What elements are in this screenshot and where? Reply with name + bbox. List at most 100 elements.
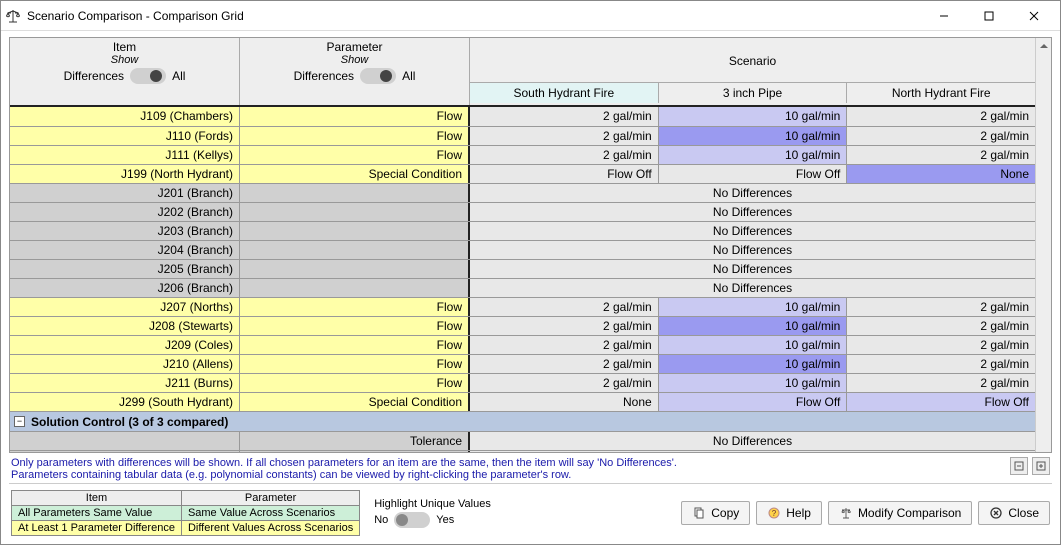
table-row[interactable]: J204 (Branch)No Differences [10, 240, 1035, 259]
scroll-up-icon[interactable] [1039, 38, 1049, 54]
item-cell: J110 (Fords) [10, 127, 240, 145]
table-row[interactable]: J199 (North Hydrant)Special ConditionFlo… [10, 164, 1035, 183]
item-cell: J203 (Branch) [10, 222, 240, 240]
scenario-cell: None [470, 393, 659, 411]
scenario-cell: 2 gal/min [847, 374, 1035, 392]
highlight-no-label: No [374, 514, 388, 526]
table-row[interactable]: J110 (Fords)Flow2 gal/min10 gal/min2 gal… [10, 126, 1035, 145]
scales-icon [839, 506, 853, 520]
table-row[interactable]: J208 (Stewarts)Flow2 gal/min10 gal/min2 … [10, 316, 1035, 335]
nodiff-cell: No Differences [470, 432, 1035, 450]
grid-header: Item Show Differences All Parameter [10, 38, 1035, 107]
highlight-yes-label: Yes [436, 514, 454, 526]
scenario-cell: Flow Off [659, 393, 848, 411]
scenario-cell: 2 gal/min [470, 298, 659, 316]
collapse-all-button[interactable] [1032, 457, 1050, 475]
scenario-cell: 2 gal/min [470, 336, 659, 354]
table-row[interactable]: J210 (Allens)Flow2 gal/min10 gal/min2 ga… [10, 354, 1035, 373]
collapse-icon[interactable]: − [14, 416, 25, 427]
scenario-cell: Flow Off [470, 165, 659, 183]
scenario-cell: 2 gal/min [470, 127, 659, 145]
expand-all-button[interactable] [1010, 457, 1028, 475]
table-row[interactable]: J209 (Coles)Flow2 gal/min10 gal/min2 gal… [10, 335, 1035, 354]
close-button[interactable]: Close [978, 501, 1050, 525]
section-header[interactable]: −Solution Control (3 of 3 compared) [10, 411, 1035, 431]
item-header: Item [10, 40, 239, 54]
scenario-cell: Flow Off [659, 165, 848, 183]
scenario-cell: 2 gal/min [470, 355, 659, 373]
param-all-label: All [402, 69, 415, 83]
param-cell: Flow [240, 374, 470, 392]
legend-same-item: All Parameters Same Value [12, 506, 182, 521]
scenario-cell: 10 gal/min [659, 298, 848, 316]
scenario-cell: 2 gal/min [470, 146, 659, 164]
legend-diff-item: At Least 1 Parameter Difference [12, 521, 182, 536]
table-row[interactable]: ToleranceNo Differences [10, 431, 1035, 450]
modify-comparison-button[interactable]: Modify Comparison [828, 501, 972, 525]
scenario-cell: 2 gal/min [847, 336, 1035, 354]
param-cell: Flow [240, 355, 470, 373]
param-cell: Flow [240, 317, 470, 335]
table-row[interactable]: J299 (South Hydrant)Special ConditionNon… [10, 392, 1035, 411]
scenario-cell: 2 gal/min [847, 317, 1035, 335]
item-cell: J208 (Stewarts) [10, 317, 240, 335]
param-cell: Flow [240, 298, 470, 316]
param-cell: Special Condition [240, 165, 470, 183]
help-button[interactable]: ? Help [756, 501, 822, 525]
param-cell: Flow [240, 146, 470, 164]
scenario-cell: 2 gal/min [847, 355, 1035, 373]
scenario-cell: 10 gal/min [659, 355, 848, 373]
scales-icon [5, 8, 21, 24]
param-cell [240, 260, 470, 278]
item-cell: J299 (South Hydrant) [10, 393, 240, 411]
table-row[interactable]: J202 (Branch)No Differences [10, 202, 1035, 221]
minimize-button[interactable] [921, 1, 966, 30]
maximize-button[interactable] [966, 1, 1011, 30]
scenario-cell: 2 gal/min [847, 298, 1035, 316]
nodiff-cell: No Differences [470, 222, 1035, 240]
highlight-toggle[interactable] [394, 512, 430, 528]
scenario-col-0[interactable]: South Hydrant Fire [470, 83, 659, 103]
legend-diff-param: Different Values Across Scenarios [181, 521, 359, 536]
param-cell [240, 203, 470, 221]
param-show-label: Show [240, 54, 469, 66]
table-row[interactable]: J211 (Burns)Flow2 gal/min10 gal/min2 gal… [10, 373, 1035, 392]
scenario-cell: 10 gal/min [659, 374, 848, 392]
item-all-label: All [172, 69, 185, 83]
table-row[interactable]: GeneralNo Differences [10, 450, 1035, 452]
param-cell: General [240, 451, 470, 452]
scenario-cell: 10 gal/min [659, 317, 848, 335]
item-cell [10, 432, 240, 450]
scenario-cell: 10 gal/min [659, 146, 848, 164]
scrollbar[interactable] [1035, 38, 1051, 452]
scenario-cell: 2 gal/min [470, 107, 659, 126]
scenario-col-1[interactable]: 3 inch Pipe [659, 83, 848, 103]
table-row[interactable]: J205 (Branch)No Differences [10, 259, 1035, 278]
hint-text: Only parameters with differences will be… [9, 453, 1052, 483]
item-cell: J202 (Branch) [10, 203, 240, 221]
table-row[interactable]: J203 (Branch) No Differences [10, 221, 1035, 240]
table-row[interactable]: J111 (Kellys)Flow2 gal/min10 gal/min2 ga… [10, 145, 1035, 164]
table-row[interactable]: J201 (Branch)No Differences [10, 183, 1035, 202]
param-cell: Flow [240, 336, 470, 354]
copy-button[interactable]: Copy [681, 501, 750, 525]
table-row[interactable]: J207 (Norths)Flow2 gal/min10 gal/min2 ga… [10, 297, 1035, 316]
scenario-cell: Flow Off [847, 393, 1035, 411]
item-cell: J206 (Branch) [10, 279, 240, 297]
param-cell: Special Condition [240, 393, 470, 411]
nodiff-cell: No Differences [470, 279, 1035, 297]
table-row[interactable]: J109 (Chambers)Flow2 gal/min10 gal/min2 … [10, 107, 1035, 126]
table-row[interactable]: J206 (Branch) No Differences [10, 278, 1035, 297]
item-cell: J111 (Kellys) [10, 146, 240, 164]
item-cell: J204 (Branch) [10, 241, 240, 259]
scenario-col-2[interactable]: North Hydrant Fire [847, 83, 1035, 103]
item-cell: J209 (Coles) [10, 336, 240, 354]
param-show-toggle[interactable] [360, 68, 396, 84]
item-show-toggle[interactable] [130, 68, 166, 84]
param-cell: Flow [240, 127, 470, 145]
param-diff-label: Differences [294, 69, 354, 83]
close-window-button[interactable] [1011, 1, 1056, 30]
nodiff-cell: No Differences [470, 260, 1035, 278]
scenario-cell: 2 gal/min [847, 127, 1035, 145]
item-diff-label: Differences [64, 69, 124, 83]
